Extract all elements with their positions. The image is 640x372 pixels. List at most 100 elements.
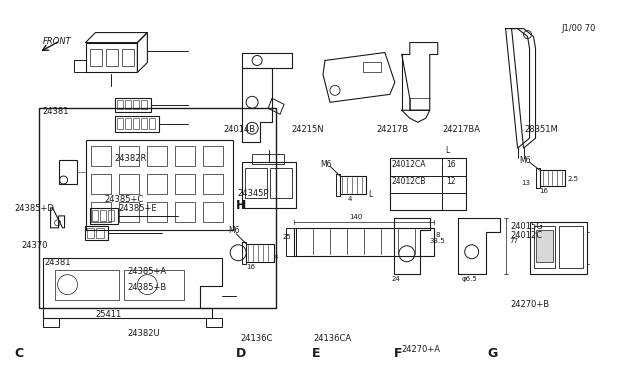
Text: J1/00 70: J1/00 70	[561, 24, 596, 33]
Text: 24385+A: 24385+A	[127, 267, 166, 276]
Bar	[363, 62, 381, 73]
Bar	[97, 228, 104, 238]
Bar	[147, 146, 167, 166]
Text: 16: 16	[246, 264, 255, 270]
Bar	[115, 98, 152, 112]
Text: 24015G: 24015G	[510, 222, 543, 231]
Text: 24217B: 24217B	[376, 125, 408, 134]
Bar	[147, 174, 167, 194]
Bar	[86, 228, 95, 238]
Bar	[100, 210, 106, 221]
Text: 24215N: 24215N	[291, 125, 324, 134]
Bar	[559, 226, 584, 268]
Bar	[133, 100, 140, 109]
Text: 4: 4	[348, 196, 352, 202]
Text: 24382U: 24382U	[127, 329, 160, 338]
Bar	[92, 174, 111, 194]
Bar	[86, 42, 138, 73]
Text: 24136C: 24136C	[240, 334, 273, 343]
Text: 24270+A: 24270+A	[402, 344, 441, 354]
Bar	[536, 230, 554, 262]
Bar	[74, 61, 86, 73]
Text: 24385+B: 24385+B	[127, 283, 166, 292]
Bar	[242, 162, 296, 208]
Text: F: F	[394, 347, 402, 360]
Bar	[90, 208, 118, 224]
Text: C: C	[15, 347, 24, 360]
Bar	[106, 48, 118, 67]
Bar	[149, 118, 156, 129]
Bar	[141, 100, 147, 109]
Text: 13: 13	[522, 180, 531, 186]
Text: 24370: 24370	[21, 241, 47, 250]
Bar	[118, 100, 124, 109]
Bar	[390, 158, 466, 210]
Bar	[252, 154, 284, 164]
Text: L: L	[368, 190, 372, 199]
Bar	[120, 174, 140, 194]
Text: 24014B: 24014B	[223, 125, 255, 134]
Bar	[84, 226, 108, 240]
Text: 12: 12	[445, 177, 455, 186]
Text: 16: 16	[445, 160, 455, 169]
Text: 24382R: 24382R	[115, 154, 147, 164]
Bar	[54, 270, 120, 299]
Text: 24385+C: 24385+C	[104, 195, 143, 204]
Text: L: L	[445, 146, 450, 155]
Text: 24136CA: 24136CA	[314, 334, 352, 343]
Bar	[175, 202, 195, 222]
Bar	[204, 174, 223, 194]
Bar	[529, 222, 588, 274]
Bar	[125, 100, 131, 109]
Text: 28351M: 28351M	[524, 125, 558, 134]
Text: φ6.5: φ6.5	[461, 276, 477, 282]
Bar	[120, 202, 140, 222]
Text: 8: 8	[436, 232, 440, 238]
Bar	[38, 108, 276, 308]
Bar	[59, 160, 77, 184]
Bar	[92, 146, 111, 166]
Text: M6: M6	[228, 226, 240, 235]
Bar	[124, 270, 184, 299]
Bar	[270, 168, 292, 198]
Bar	[92, 202, 111, 222]
Text: FRONT: FRONT	[43, 36, 71, 45]
Text: 24381: 24381	[44, 258, 70, 267]
Bar	[86, 140, 233, 230]
Text: D: D	[236, 347, 246, 360]
Text: 24012C: 24012C	[510, 231, 543, 240]
Bar	[133, 118, 140, 129]
Bar	[122, 48, 134, 67]
Text: M6: M6	[320, 160, 332, 169]
Bar	[175, 174, 195, 194]
Bar	[115, 116, 159, 132]
Bar	[175, 146, 195, 166]
Text: 24217BA: 24217BA	[443, 125, 481, 134]
Bar	[245, 168, 267, 198]
Text: G: G	[487, 347, 497, 360]
Text: 24: 24	[392, 276, 401, 282]
Text: 24345P: 24345P	[237, 189, 269, 198]
Text: 16: 16	[540, 188, 548, 194]
Text: 24012CA: 24012CA	[392, 160, 426, 169]
Bar	[93, 210, 99, 221]
Text: M6: M6	[520, 156, 531, 165]
Bar	[108, 210, 115, 221]
Text: 2.5: 2.5	[568, 176, 579, 182]
Bar	[286, 228, 296, 256]
Bar	[204, 146, 223, 166]
Bar	[204, 202, 223, 222]
Text: 24012CB: 24012CB	[392, 177, 426, 186]
Bar	[147, 202, 167, 222]
Bar	[294, 228, 434, 256]
Text: 25411: 25411	[95, 310, 122, 319]
Text: 4: 4	[274, 254, 278, 260]
Text: 77: 77	[509, 238, 518, 244]
Text: 140: 140	[349, 214, 362, 220]
Text: 24385+E: 24385+E	[119, 204, 157, 213]
Bar	[125, 118, 131, 129]
Text: 24385+D: 24385+D	[15, 204, 54, 213]
Text: 25: 25	[282, 234, 291, 240]
Text: H: H	[236, 199, 246, 212]
Text: 33.5: 33.5	[430, 238, 445, 244]
